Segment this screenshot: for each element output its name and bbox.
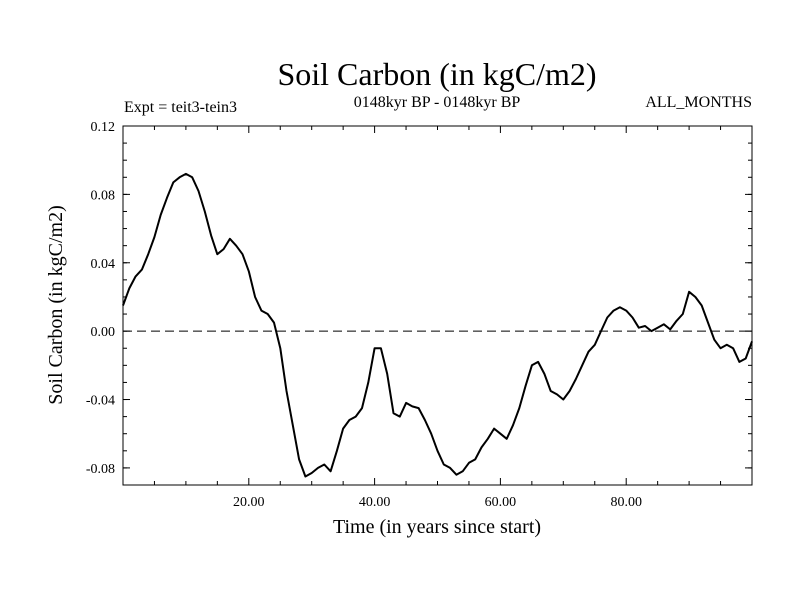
x-tick-label: 20.00 <box>233 495 265 510</box>
plot-frame <box>122 125 753 486</box>
y-tick-label: -0.04 <box>86 394 115 409</box>
x-axis-ticks: 20.00 40.00 60.00 80.00 <box>153 126 722 510</box>
chart-subtitle: 0148kyr BP - 0148kyr BP <box>354 94 521 111</box>
experiment-label: Expt = teit3-tein3 <box>124 99 237 116</box>
x-axis-label: Time (in years since start) <box>333 516 541 538</box>
x-tick-label: 60.00 <box>485 495 517 510</box>
months-label: ALL_MONTHS <box>645 94 752 111</box>
chart-title: Soil Carbon (in kgC/m2) <box>277 56 596 92</box>
y-tick-label: -0.08 <box>86 462 115 477</box>
y-axis-label: Soil Carbon (in kgC/m2) <box>45 205 67 404</box>
x-tick-label: 40.00 <box>359 495 391 510</box>
y-tick-label: 0.12 <box>91 120 116 135</box>
y-tick-label: 0.00 <box>91 325 116 340</box>
x-tick-label: 80.00 <box>610 495 642 510</box>
series-line-soil-carbon <box>122 172 753 478</box>
y-tick-label: 0.04 <box>91 257 116 272</box>
y-tick-label: 0.08 <box>91 188 116 203</box>
